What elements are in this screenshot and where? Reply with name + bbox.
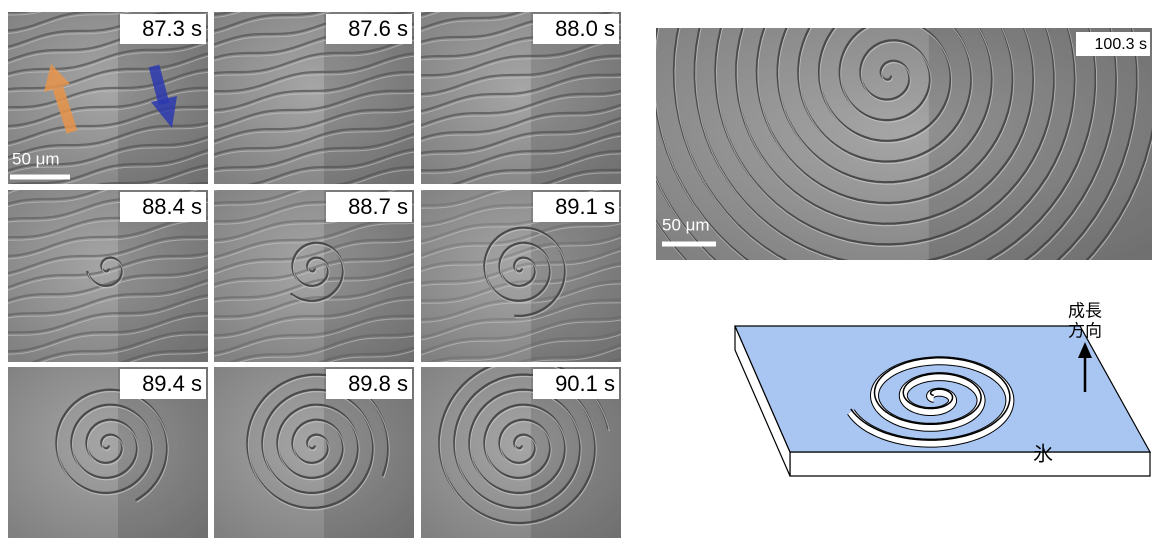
ice-label: 氷 [1033, 442, 1053, 465]
frame: 90.1 s [421, 360, 621, 538]
time-label: 100.3 s [1095, 36, 1147, 53]
direction-label: 成長 [1068, 301, 1102, 320]
frame: 89.4 s [8, 367, 208, 538]
time-label: 87.3 s [142, 16, 202, 41]
figure: 87.3 s 50 μm 87.6 s 88.0 s 88.4 s 88.7 s 89.1 … [0, 0, 1162, 538]
spiral-diagram: 成長 方向 氷 [735, 301, 1150, 476]
slab-front [790, 452, 1150, 476]
stripe [8, 0, 208, 12]
stripe-light [421, 0, 621, 2]
time-label: 89.1 s [555, 194, 615, 219]
time-label: 90.1 s [555, 371, 615, 396]
time-label: 89.8 s [348, 371, 408, 396]
time-label: 88.4 s [142, 194, 202, 219]
time-label: 88.0 s [555, 16, 615, 41]
time-label: 89.4 s [142, 371, 202, 396]
large-image: 100.3 s 50 μm [612, 0, 1162, 350]
frame-grid: 87.3 s 50 μm 87.6 s 88.0 s 88.4 s 88.7 s 89.1 … [8, 0, 621, 538]
frame: 89.8 s [214, 367, 414, 538]
direction-label: 方向 [1068, 321, 1102, 340]
scale-label: 50 μm [12, 149, 60, 168]
time-label: 87.6 s [348, 16, 408, 41]
time-label: 88.7 s [348, 194, 408, 219]
scale-label: 50 μm [662, 215, 710, 234]
